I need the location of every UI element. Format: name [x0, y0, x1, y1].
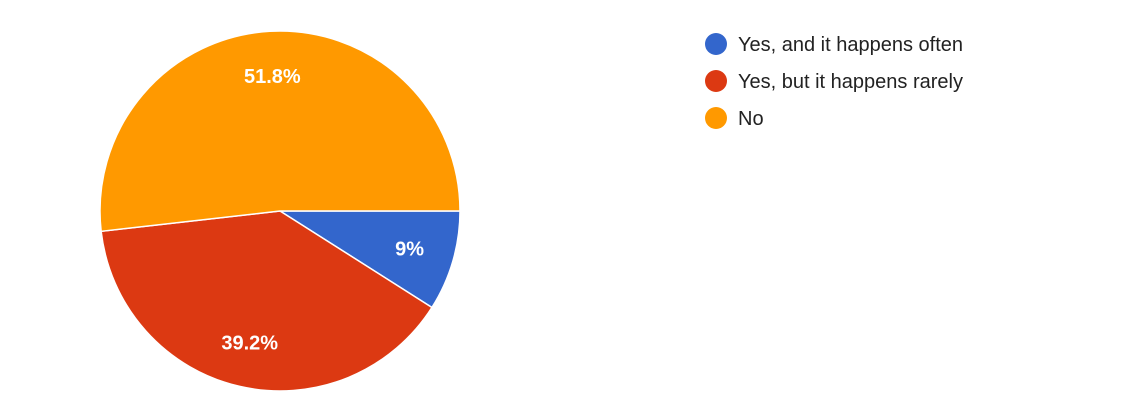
slice-label: 9% — [395, 239, 424, 261]
slice-labels: 9% 39.2% 51.8% — [221, 66, 424, 354]
pie-slice[interactable] — [277, 210, 461, 309]
slice-label: 51.8% — [244, 66, 301, 88]
legend-label: No — [738, 108, 764, 130]
pie-slice[interactable] — [100, 210, 434, 392]
legend: Yes, and it happens often Yes, but it hap… — [705, 33, 963, 130]
legend-marker — [705, 70, 727, 92]
slice-label: 39.2% — [221, 333, 278, 355]
legend-marker — [705, 107, 727, 129]
pie-slices — [99, 30, 461, 392]
pie-slice[interactable] — [99, 30, 461, 233]
legend-label: Yes, and it happens often — [738, 34, 963, 56]
legend-marker — [705, 33, 727, 55]
legend-label: Yes, but it happens rarely — [738, 71, 963, 93]
